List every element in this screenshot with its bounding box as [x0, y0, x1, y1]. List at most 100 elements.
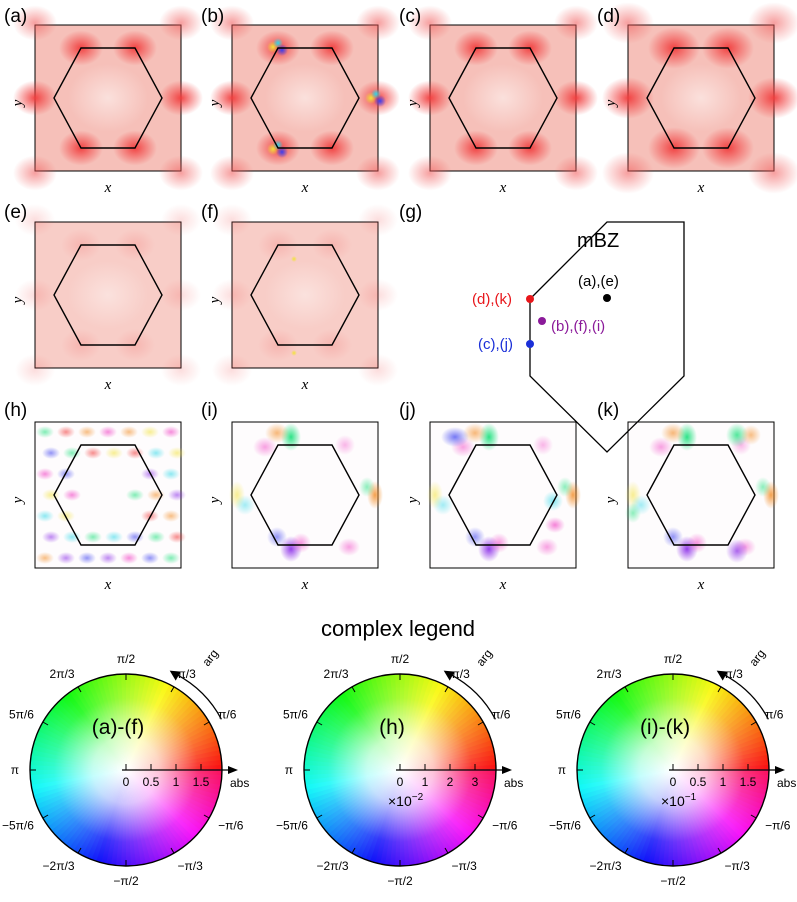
center-glow — [265, 261, 345, 329]
panel-label-i: (i) — [201, 400, 218, 421]
panel-label-c: (c) — [399, 6, 421, 27]
arg-tick-label: −2π/3 — [43, 859, 75, 873]
color-wheel-0: 0 0.5 1 1.5 abs arg π/2 π/3 π/6 2π/3 5π/6 π −5π/6 −2π… — [2, 647, 249, 888]
abs-label: abs — [504, 776, 523, 790]
panel-label-k: (k) — [597, 400, 619, 421]
arg-tick-label: π — [558, 763, 566, 777]
intensity-spot — [159, 155, 203, 191]
phase-blob — [663, 527, 683, 547]
arg-tick-label: π/6 — [492, 708, 511, 722]
phase-blob — [649, 437, 673, 457]
abs-arrow — [775, 766, 785, 774]
phase-blob — [267, 527, 287, 547]
arg-tick — [77, 847, 82, 854]
legend-heading: complex legend — [321, 616, 475, 641]
abs-tick-label: 1 — [422, 775, 429, 789]
arg-tick — [316, 721, 323, 726]
phase-blob — [105, 447, 123, 459]
arg-tick-label: −2π/3 — [590, 859, 622, 873]
x-axis-label: x — [499, 180, 507, 196]
intensity-spot — [15, 279, 55, 311]
phase-blob — [105, 531, 123, 543]
y-axis-label: y — [10, 99, 26, 108]
arg-tick-label: 2π/3 — [324, 667, 349, 681]
intensity-spot — [748, 77, 797, 119]
x-axis-label: x — [104, 180, 112, 196]
intensity-spot — [13, 5, 57, 41]
bz-hexagon — [448, 47, 558, 149]
wheel-title: (h) — [379, 716, 405, 739]
x-axis-label: x — [301, 577, 309, 593]
arg-tick-label: π — [11, 763, 19, 777]
phase-blob — [433, 495, 453, 515]
phase-blob — [253, 437, 277, 457]
arg-tick-label: π/2 — [391, 652, 410, 666]
bz-hexagon — [53, 244, 163, 346]
intensity-spot — [358, 204, 398, 236]
mbz-hexagon — [529, 221, 685, 453]
arg-tick — [170, 686, 175, 693]
panel-label-a: (a) — [4, 6, 27, 27]
arg-tick — [624, 847, 629, 854]
panel-j — [427, 421, 581, 569]
phase-blob — [661, 423, 685, 443]
phase-blob — [126, 489, 144, 501]
phase-blob — [687, 533, 707, 553]
mbz-title: mBZ — [577, 230, 619, 252]
phase-blob — [36, 468, 54, 480]
scale-factor: ×10−1 — [661, 792, 697, 809]
vortex-spot — [273, 38, 283, 48]
arg-tick — [624, 686, 629, 693]
panel-label-h: (h) — [4, 400, 27, 421]
y-axis-label: y — [405, 99, 421, 108]
arg-arc — [450, 674, 496, 720]
intensity-spot — [356, 155, 400, 191]
y-axis-label: y — [603, 99, 619, 108]
phase-blob — [78, 426, 96, 438]
arg-tick — [351, 847, 356, 854]
arg-tick — [750, 814, 757, 819]
arg-tick — [351, 686, 356, 693]
arg-tick-label: −π/2 — [387, 874, 413, 888]
abs-tick-label: 0 — [670, 775, 677, 789]
arg-label: arg — [746, 647, 768, 669]
phase-blob — [755, 477, 771, 497]
intensity-spot — [748, 152, 797, 194]
arg-tick — [589, 814, 596, 819]
intensity-spot — [602, 77, 654, 119]
arg-tick-label: −π/6 — [765, 819, 791, 833]
arg-tick — [444, 686, 449, 693]
phase-blob — [42, 489, 60, 501]
phase-blob — [533, 435, 553, 455]
phase-blob — [57, 426, 75, 438]
phase-blob — [63, 531, 81, 543]
phase-blob — [36, 552, 54, 564]
x-axis-label: x — [499, 577, 507, 593]
panel-b — [210, 5, 400, 191]
arg-tick — [477, 814, 484, 819]
abs-arrow — [502, 766, 512, 774]
intensity-spot — [212, 279, 252, 311]
vortex-spot — [291, 350, 297, 356]
arg-tick-label: −5π/6 — [276, 819, 308, 833]
arg-tick-label: −π/2 — [113, 874, 139, 888]
phase-blob — [235, 495, 255, 515]
arg-tick-label: −π/3 — [725, 859, 751, 873]
intensity-spot — [210, 5, 254, 41]
phase-blob — [359, 477, 375, 497]
vortex-spot — [291, 256, 297, 262]
wheel-title: (a)-(f) — [92, 716, 144, 739]
intensity-spot — [554, 80, 598, 116]
phase-blob — [168, 447, 186, 459]
arg-tick — [444, 847, 449, 854]
panel-label-f: (f) — [201, 202, 219, 223]
abs-tick-label: 0.5 — [690, 775, 707, 789]
intensity-spot — [15, 204, 55, 236]
bz-hexagon — [448, 444, 558, 546]
panel-label-g: (g) — [399, 202, 422, 223]
arg-arrow — [169, 670, 181, 681]
point-dk-label: (d),(k) — [472, 291, 512, 308]
phase-blob — [63, 447, 81, 459]
intensity-spot — [212, 354, 252, 386]
arg-tick-label: −π/3 — [452, 859, 478, 873]
